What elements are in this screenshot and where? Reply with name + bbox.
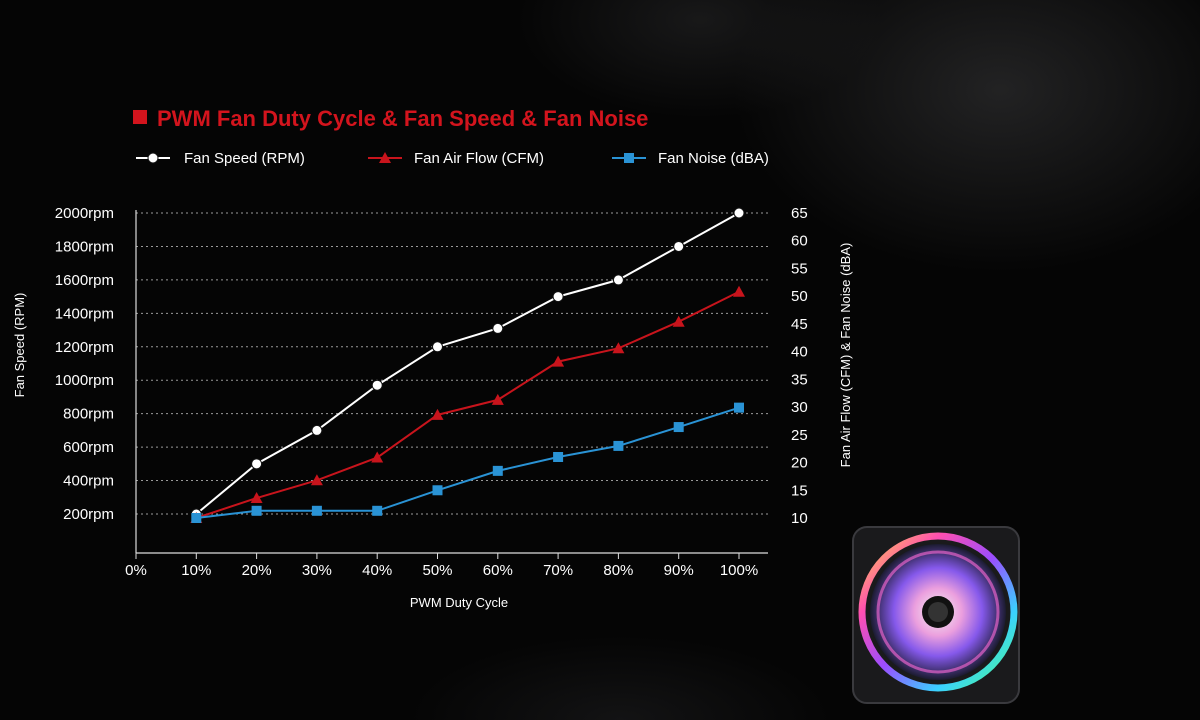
x-axis-title: PWM Duty Cycle [410,595,508,610]
x-tick-label: 20% [242,562,272,579]
x-tick-label: 40% [362,562,392,579]
data-point [431,408,444,420]
y-left-tick-label: 1200rpm [55,339,114,356]
legend: Fan Speed (RPM) Fan Air Flow (CFM) Fan Noi… [136,150,769,167]
y-left-tick-label: 200rpm [63,506,114,523]
y-right-tick-label: 45 [791,316,808,333]
data-point [733,207,745,219]
data-point [491,393,504,405]
gridlines [136,212,768,515]
y-left-tick-label: 1600rpm [55,272,114,289]
data-point [553,452,564,462]
data-point [311,424,323,436]
y-left-tick-label: 1800rpm [55,238,114,255]
data-point [733,285,745,297]
y-right-tick-label: 65 [791,205,808,222]
series-line [195,290,740,519]
series-line [195,212,740,515]
y-right-tick-label: 60 [791,233,808,250]
y-left-tick-label: 400rpm [63,473,114,490]
data-point [613,440,624,451]
data-point [624,153,634,163]
data-point [492,322,504,334]
x-tick-label: 30% [302,562,332,579]
series-circle [190,207,745,520]
y-right-tick-label: 30 [791,399,808,416]
x-tick-label: 80% [603,562,633,579]
y-left-tick-label: 2000rpm [55,205,114,222]
x-tick-label: 10% [181,562,211,579]
data-point [251,458,263,470]
y-right-tick-label: 55 [791,260,808,277]
y-left-tick-label: 1000rpm [55,372,114,389]
data-point [371,451,384,463]
data-point [672,315,685,327]
data-point [552,355,565,367]
y-axis-left-title: Fan Speed (RPM) [12,293,27,398]
data-point [673,422,684,433]
data-point [372,505,383,516]
legend-label: Fan Air Flow (CFM) [414,150,544,167]
x-tick-label: 0% [125,562,147,579]
title-bullet [133,110,147,124]
data-point [310,474,323,486]
x-tick-label: 90% [664,562,694,579]
data-point [147,152,159,164]
data-point [612,342,625,354]
series [190,207,745,523]
data-point [432,341,443,353]
data-point [492,465,503,476]
data-point [191,513,202,523]
data-point [250,492,263,504]
rgb-fan-image [852,526,1020,704]
axes [135,210,768,559]
y-right-tick-label: 25 [791,427,808,444]
series-triangle [190,285,745,523]
x-tick-label: 60% [483,562,513,579]
x-tick-label: 70% [543,562,573,579]
y-right-tick-label: 40 [791,344,808,361]
legend-label: Fan Noise (dBA) [658,150,769,167]
data-point [552,291,564,303]
data-point [251,505,262,516]
data-point [379,152,391,163]
legend-label: Fan Speed (RPM) [184,150,305,167]
data-point [432,485,443,496]
y-right-tick-label: 50 [791,288,808,305]
data-point [612,274,624,286]
y-left-tick-label: 800rpm [63,406,114,423]
y-right-tick-label: 20 [791,455,808,472]
x-tick-label: 50% [422,562,452,579]
y-right-tick-label: 15 [791,482,808,499]
series-square [191,402,744,523]
data-point [734,402,744,413]
y-axis-right-title: Fan Air Flow (CFM) & Fan Noise (dBA) [838,243,853,468]
y-right-tick-label: 10 [791,510,808,527]
x-tick-label: 100% [720,562,758,579]
data-point [311,505,322,516]
data-point [371,379,383,391]
y-left-tick-label: 600rpm [63,439,114,456]
tick-labels: 200rpm 400rpm 600rpm 800rpm 1000rpm 1200rpm 14… [55,205,808,579]
chart-title: PWM Fan Duty Cycle & Fan Speed & Fan Noi… [157,106,648,131]
y-left-tick-label: 1400rpm [55,305,114,322]
series-line [196,406,740,519]
y-right-tick-label: 35 [791,371,808,388]
data-point [673,240,685,252]
